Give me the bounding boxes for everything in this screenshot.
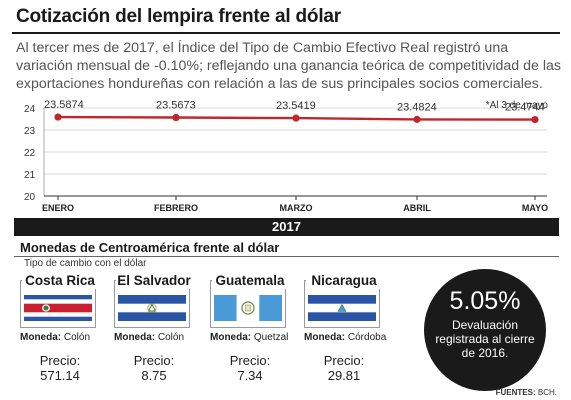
x-tick-label: ABRIL [403,203,431,213]
currency-line: Moneda: Quetzal [210,332,290,343]
country-name: Costa Rica [22,273,98,289]
price-value: 29.81 [327,368,361,383]
price-label: Precio: [39,353,81,368]
y-tick-label: 23 [24,126,36,137]
currency-name: Quetzal [253,332,289,343]
title-divider [12,32,560,34]
currency-prefix: Moneda: [114,332,156,343]
devaluation-value: 5.05% [449,287,521,315]
currency-card-guatemala: Guatemala Moneda: Quetzal Precio: 7.34 [210,273,290,383]
chart-annotation: *Al 3 de mayo [486,100,549,111]
currency-line: Moneda: Córdoba [304,332,387,343]
x-tick-label: MAYO [522,203,548,213]
x-axis-title: 2017 [14,218,559,236]
devaluation-badge: 5.05% Devaluación registrada al cierre d… [424,269,546,391]
price-label: Precio: [323,353,365,368]
currency-card-el-salvador: El Salvador Moneda: Colón Precio: 8.75 [114,273,194,383]
currency-line: Moneda: Colón [114,332,194,343]
price-value: 571.14 [40,368,80,383]
currency-line: Moneda: Colón [20,332,100,343]
data-label: 23.5419 [276,100,316,112]
y-tick-label: 21 [24,170,36,181]
data-point [292,114,300,122]
price-value: 7.34 [237,368,263,383]
nicaragua-flag [308,295,376,321]
currency-name: Colón [63,332,91,343]
country-name: El Salvador [116,273,192,289]
data-label: 23.4824 [397,101,437,113]
source-value: BCH. [537,388,557,397]
country-name: Nicaragua [306,273,382,289]
currencies-caption: Tipo de cambio con el dólar [24,258,147,269]
currencies-title: Monedas de Centroamérica frente al dólar [20,240,280,255]
data-point [413,115,421,123]
x-tick-label: ENERO [42,203,74,213]
y-tick-label: 24 [24,104,36,115]
currency-prefix: Moneda: [304,332,346,343]
guatemala-flag [214,295,282,321]
data-point [531,115,539,124]
currency-prefix: Moneda: [210,332,252,343]
y-tick-label: 22 [24,148,36,159]
currency-name: Colón [157,332,185,343]
data-point [54,113,62,121]
x-tick-label: FEBRERO [154,203,198,213]
currency-prefix: Moneda: [20,332,62,343]
currency-name: Córdoba [347,332,387,343]
data-label: 23.4744 [505,102,545,114]
country-name: Guatemala [212,273,288,289]
costa-rica-flag [24,295,92,321]
y-tick-label: 20 [24,192,36,203]
source-note: FUENTES: BCH. [496,388,557,397]
price-label: Precio: [229,353,271,368]
exchange-rate-line-chart: 24 23 22 21 20 23.5874 23.5673 23.5419 23.4824 23… [24,99,549,213]
el-salvador-flag [118,295,186,321]
price-value: 8.75 [141,368,167,383]
devaluation-text: Devaluación registrada al cierre de 2016… [435,318,535,360]
data-label: 23.5673 [156,100,196,112]
source-label: FUENTES: [495,388,536,397]
currency-card-nicaragua: Nicaragua Moneda: Córdoba Precio: 29.81 [304,273,387,383]
price-label: Precio: [133,353,175,368]
page-title: Cotización del lempira frente al dólar [16,6,341,27]
intro-paragraph: Al tercer mes de 2017, el Índice del Tip… [16,40,561,92]
x-tick-label: MARZO [280,203,313,213]
data-point [172,113,180,122]
currencies-divider [14,256,559,257]
currency-card-costa-rica: Costa Rica Moneda: Colón Precio: 571.14 [20,273,100,383]
data-label: 23.5874 [44,99,84,111]
